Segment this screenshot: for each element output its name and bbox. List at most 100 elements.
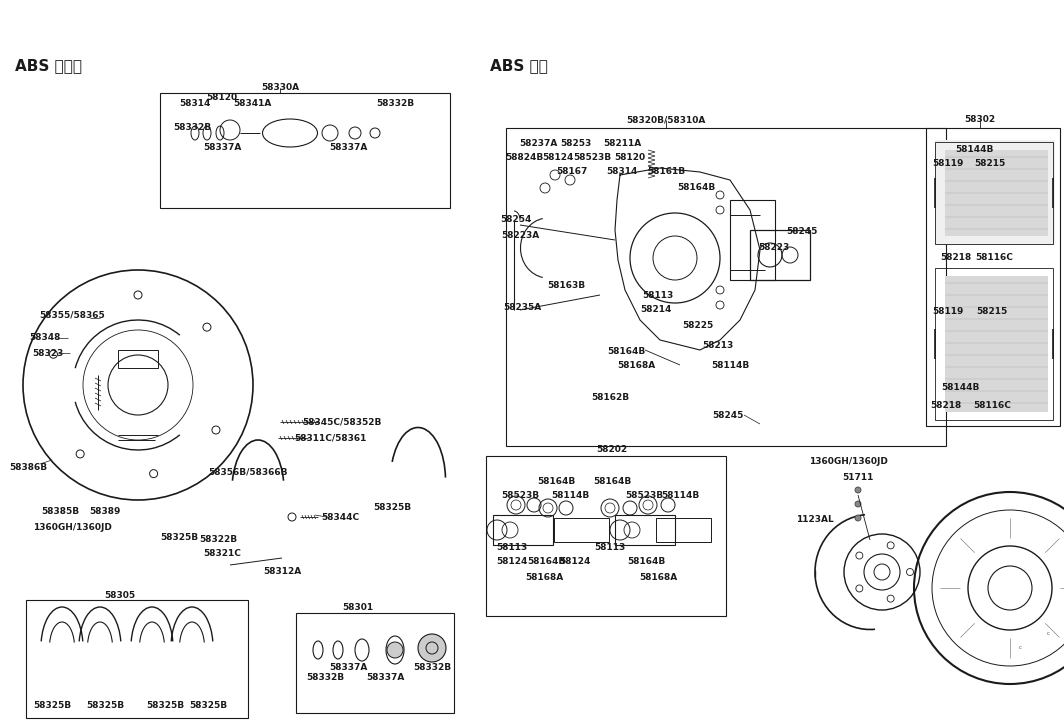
Bar [926, 128, 1060, 426]
Text: 58323: 58323 [32, 348, 64, 358]
Text: 58523B: 58523B [572, 153, 611, 163]
Text: 58523B: 58523B [501, 491, 539, 499]
Bar [506, 128, 946, 446]
Text: 58325B: 58325B [146, 701, 184, 710]
Circle shape [855, 515, 861, 521]
Text: 58120: 58120 [614, 153, 646, 163]
Text: c: c [1047, 632, 1050, 636]
Text: 1360GH/1360JD: 1360GH/1360JD [809, 457, 887, 467]
Text: 1360GH/1360JD: 1360GH/1360JD [33, 523, 112, 531]
Text: 58167: 58167 [556, 167, 587, 177]
Polygon shape [945, 276, 1048, 412]
Text: 58214: 58214 [641, 305, 671, 315]
Text: 58218: 58218 [930, 401, 962, 409]
Text: 58168A: 58168A [617, 361, 655, 371]
Text: 58164B: 58164B [677, 183, 715, 193]
Text: 58824B: 58824B [505, 153, 543, 163]
Polygon shape [935, 140, 1055, 245]
Bar [750, 230, 810, 280]
Text: 58116C: 58116C [975, 254, 1013, 262]
Text: 58345C/58352B: 58345C/58352B [302, 417, 382, 427]
Text: 58120: 58120 [206, 92, 237, 102]
Text: 58245: 58245 [786, 228, 818, 236]
Text: ABS 적용: ABS 적용 [491, 58, 548, 73]
Text: 58332B: 58332B [413, 664, 451, 672]
Text: 58356B/58366B: 58356B/58366B [209, 467, 287, 476]
Text: 58113: 58113 [497, 544, 528, 553]
Text: 58225: 58225 [682, 321, 714, 329]
Text: 58223: 58223 [759, 244, 789, 252]
Text: 58114B: 58114B [551, 491, 589, 499]
Text: 58321C: 58321C [203, 550, 240, 558]
Text: 58164B: 58164B [606, 348, 645, 356]
Text: 58223A: 58223A [501, 231, 539, 241]
Text: 58114B: 58114B [661, 491, 699, 499]
Text: 58332B: 58332B [376, 100, 414, 108]
Text: 58389: 58389 [89, 507, 120, 516]
Text: 58337A: 58337A [329, 143, 367, 153]
Text: 58320B/58310A: 58320B/58310A [627, 116, 705, 124]
Text: 58144B: 58144B [954, 145, 993, 155]
Text: 58385B: 58385B [40, 507, 79, 516]
Text: 58314: 58314 [180, 100, 211, 108]
Bar [296, 613, 454, 713]
Text: 58163B: 58163B [547, 281, 585, 289]
Text: 58325B: 58325B [33, 701, 71, 710]
Circle shape [387, 642, 403, 658]
Text: 58237A: 58237A [519, 139, 558, 148]
Text: 58211A: 58211A [603, 139, 642, 148]
Text: 58164B: 58164B [527, 556, 565, 566]
Text: 58344C: 58344C [321, 513, 359, 521]
Text: 58218: 58218 [941, 254, 971, 262]
Bar [554, 518, 609, 542]
Bar [935, 142, 1053, 244]
Text: 58213: 58213 [702, 342, 733, 350]
Text: 58305: 58305 [104, 590, 135, 600]
Bar [730, 200, 775, 280]
Text: 58215: 58215 [977, 308, 1008, 316]
Text: 58325B: 58325B [373, 502, 411, 512]
Text: 58322B: 58322B [199, 536, 237, 545]
Text: 58119: 58119 [932, 158, 964, 167]
Text: 58337A: 58337A [329, 664, 367, 672]
Text: 58119: 58119 [932, 308, 964, 316]
Bar [160, 93, 450, 208]
Text: 58113: 58113 [643, 292, 674, 300]
Text: 58325B: 58325B [160, 532, 198, 542]
Text: 58302: 58302 [964, 116, 996, 124]
Text: 58523B: 58523B [625, 491, 663, 499]
Text: 58341A: 58341A [233, 100, 271, 108]
Bar [486, 456, 726, 616]
Text: 58245: 58245 [712, 411, 744, 419]
Text: 58168A: 58168A [525, 574, 563, 582]
Text: 51711: 51711 [843, 473, 874, 483]
Text: 58325B: 58325B [86, 701, 124, 710]
Text: 58235A: 58235A [503, 303, 542, 313]
Polygon shape [945, 150, 1048, 236]
Circle shape [855, 487, 861, 493]
Text: 58311C/58361: 58311C/58361 [294, 433, 366, 443]
Text: 58114B: 58114B [711, 361, 749, 369]
Text: 58124: 58124 [543, 153, 573, 163]
Text: 58124: 58124 [496, 556, 528, 566]
Text: 58337A: 58337A [203, 143, 242, 153]
Text: 58337A: 58337A [366, 673, 404, 683]
Text: 58164B: 58164B [537, 476, 576, 486]
Text: 58254: 58254 [500, 215, 532, 225]
Text: 58113: 58113 [595, 544, 626, 553]
Circle shape [418, 634, 446, 662]
Bar [615, 515, 675, 545]
Text: 58325B: 58325B [189, 701, 227, 710]
Text: 58144B: 58144B [941, 384, 979, 393]
Text: 58202: 58202 [597, 444, 628, 454]
Text: 58164B: 58164B [627, 556, 665, 566]
Text: 1123AL: 1123AL [796, 515, 834, 524]
Text: 58348: 58348 [30, 334, 61, 342]
Text: 58312A: 58312A [263, 568, 301, 577]
Text: ABS 미적용: ABS 미적용 [15, 58, 82, 73]
Text: 58332B: 58332B [306, 673, 344, 683]
Text: c: c [1019, 645, 1021, 650]
Text: 58355/58365: 58355/58365 [39, 310, 105, 319]
Bar [26, 600, 248, 718]
Text: 58330A: 58330A [261, 84, 299, 92]
